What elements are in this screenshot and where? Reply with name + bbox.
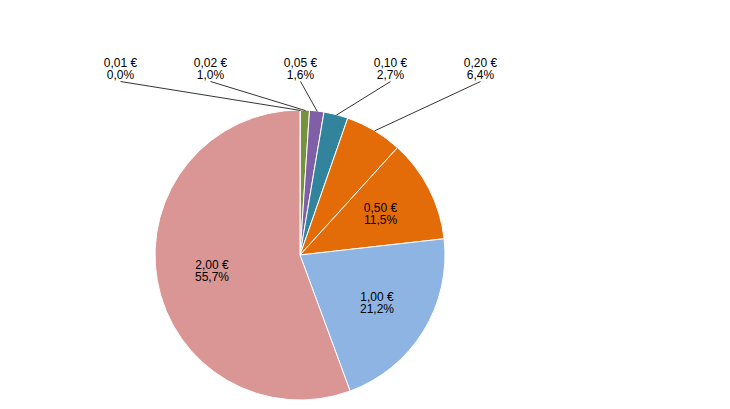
svg-text:0,50 €11,5%: 0,50 €11,5%	[364, 201, 398, 227]
svg-text:2,00 €55,7%: 2,00 €55,7%	[195, 258, 229, 284]
svg-text:0,01 €0,0%: 0,01 €0,0%	[104, 56, 138, 82]
svg-text:0,05 €1,6%: 0,05 €1,6%	[284, 56, 318, 82]
svg-text:0,02 €1,0%: 0,02 €1,0%	[194, 56, 228, 82]
svg-text:0,20 €6,4%: 0,20 €6,4%	[464, 56, 498, 82]
svg-text:0,10 €2,7%: 0,10 €2,7%	[374, 56, 408, 82]
svg-text:1,00 €21,2%: 1,00 €21,2%	[360, 290, 394, 316]
